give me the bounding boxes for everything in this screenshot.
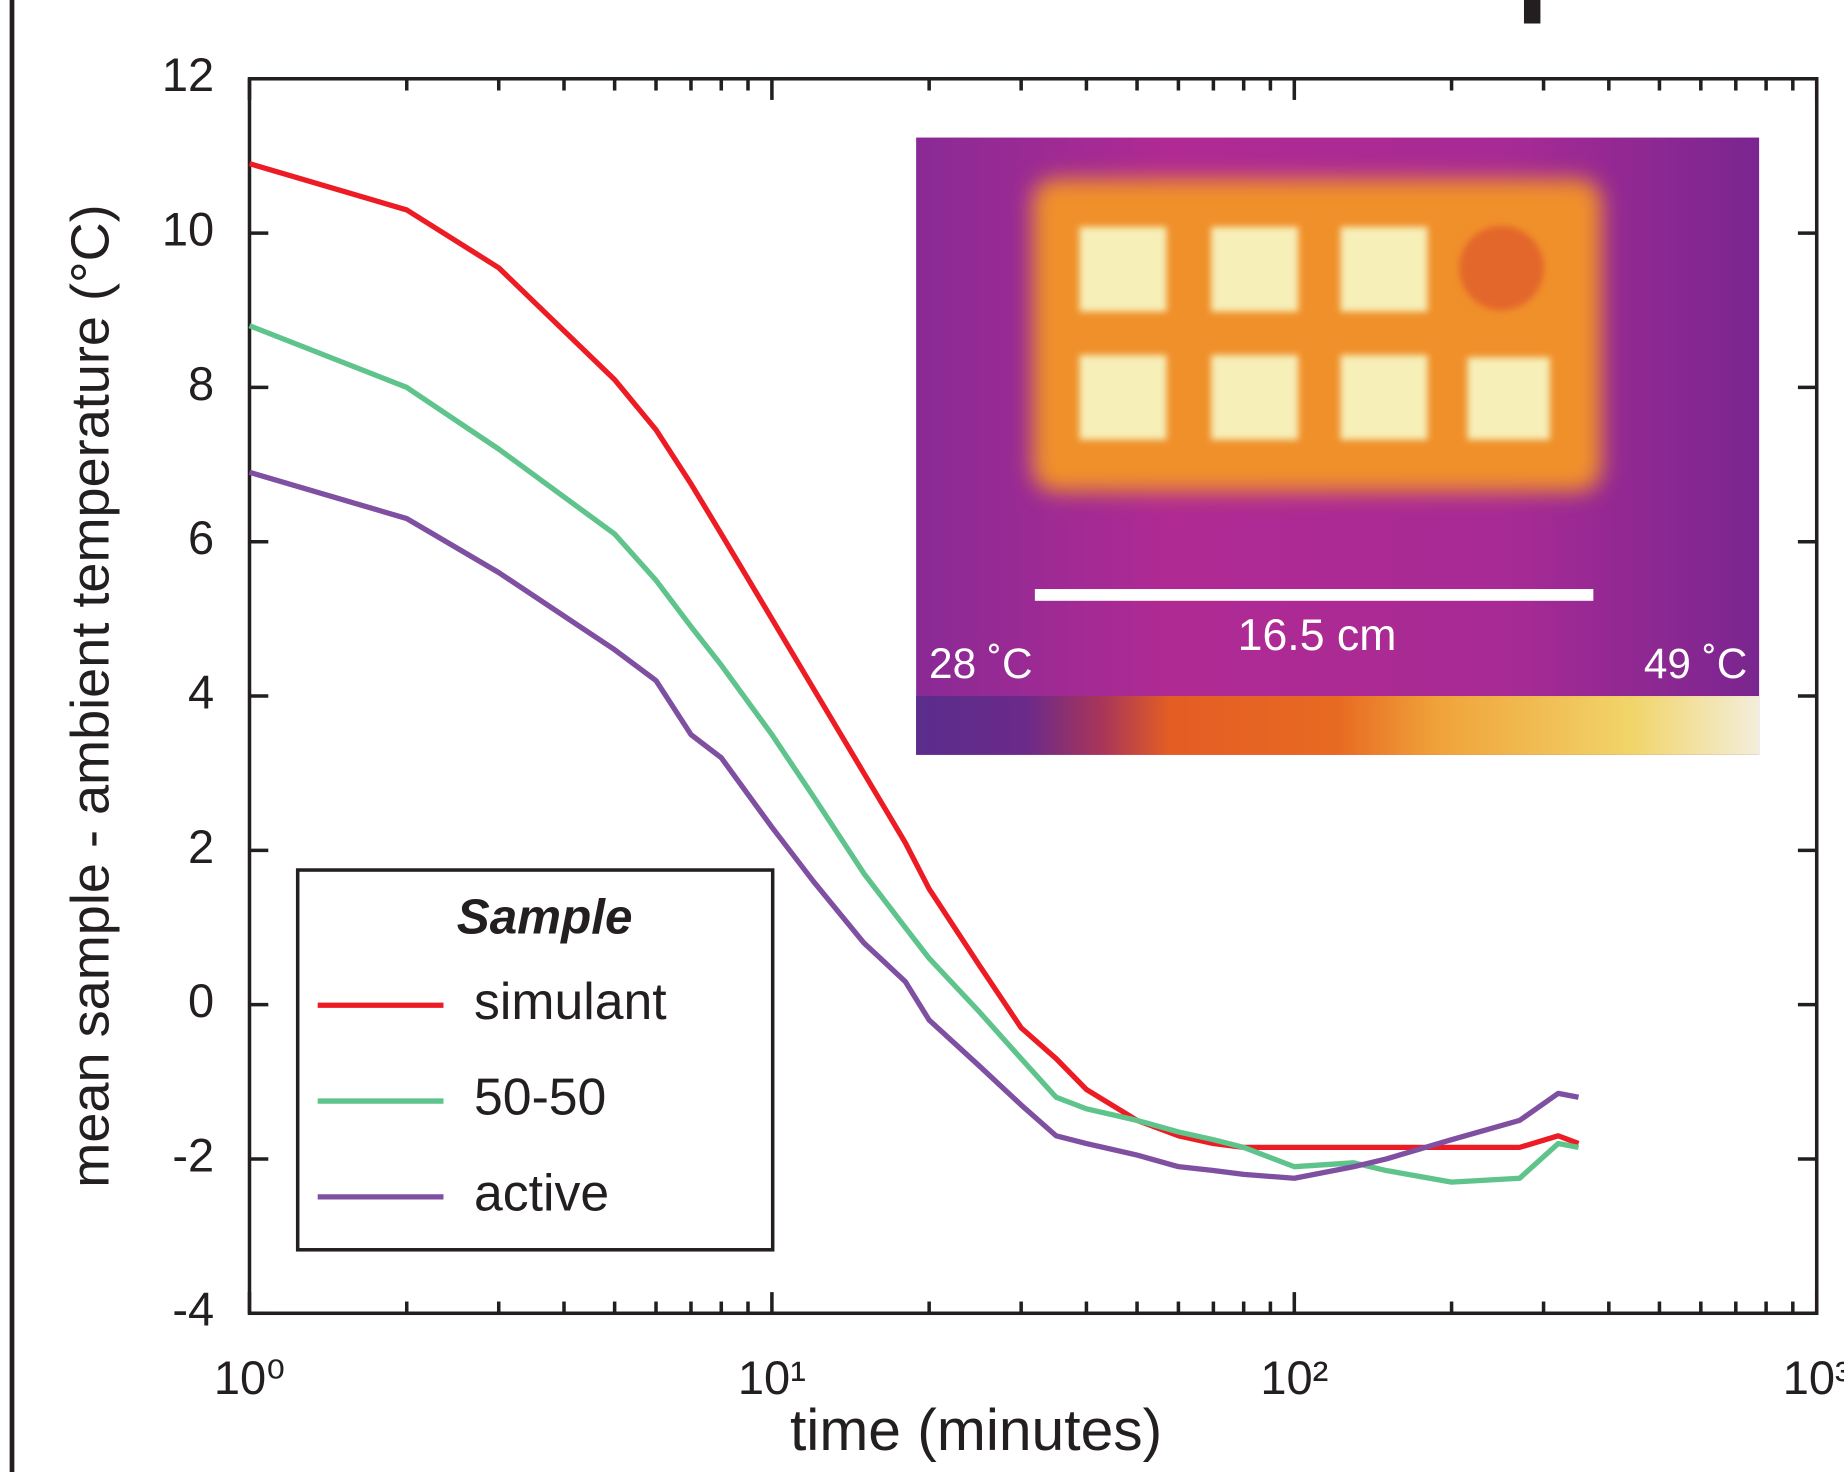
- x-tick-label: 10³: [1783, 1351, 1844, 1404]
- y-tick-label: 12: [162, 48, 214, 101]
- legend: Sample simulant 50-50 active: [298, 870, 773, 1250]
- y-axis-label: mean sample - ambient temperature (°C): [61, 204, 121, 1187]
- y-tick-label: 4: [188, 665, 214, 718]
- legend-label: simulant: [474, 972, 667, 1030]
- x-tick-label: 10⁰: [214, 1351, 285, 1404]
- colorbar-min-label: 28 ˚C: [929, 640, 1032, 687]
- chart: 16.5 cm 28 ˚C 49 ˚C time (minutes) mean …: [0, 0, 1844, 1472]
- left-border: [10, 0, 15, 1472]
- x-tick-label: 10¹: [738, 1351, 806, 1404]
- colorbar-max-label: 49 ˚C: [1644, 640, 1747, 687]
- scale-bar: [1035, 589, 1593, 601]
- y-tick-label: 0: [188, 974, 214, 1027]
- y-tick-label: 8: [188, 357, 214, 410]
- y-tick-label: 10: [162, 203, 214, 256]
- y-tick-label: -4: [172, 1283, 214, 1336]
- panel-mark: [1524, 0, 1540, 24]
- y-tick-label: -2: [172, 1128, 214, 1181]
- x-axis-label: time (minutes): [790, 1398, 1162, 1463]
- legend-label: 50-50: [474, 1068, 606, 1126]
- scale-bar-label: 16.5 cm: [1238, 611, 1397, 660]
- y-tick-label: 2: [188, 820, 214, 873]
- legend-title: Sample: [457, 890, 633, 945]
- y-tick-label: 6: [188, 511, 214, 564]
- plate: [1033, 179, 1602, 492]
- x-tick-label: 10²: [1260, 1351, 1328, 1404]
- legend-label: active: [474, 1164, 609, 1222]
- thermal-image: 16.5 cm 28 ˚C 49 ˚C: [916, 138, 1759, 755]
- colorbar: [916, 696, 1759, 755]
